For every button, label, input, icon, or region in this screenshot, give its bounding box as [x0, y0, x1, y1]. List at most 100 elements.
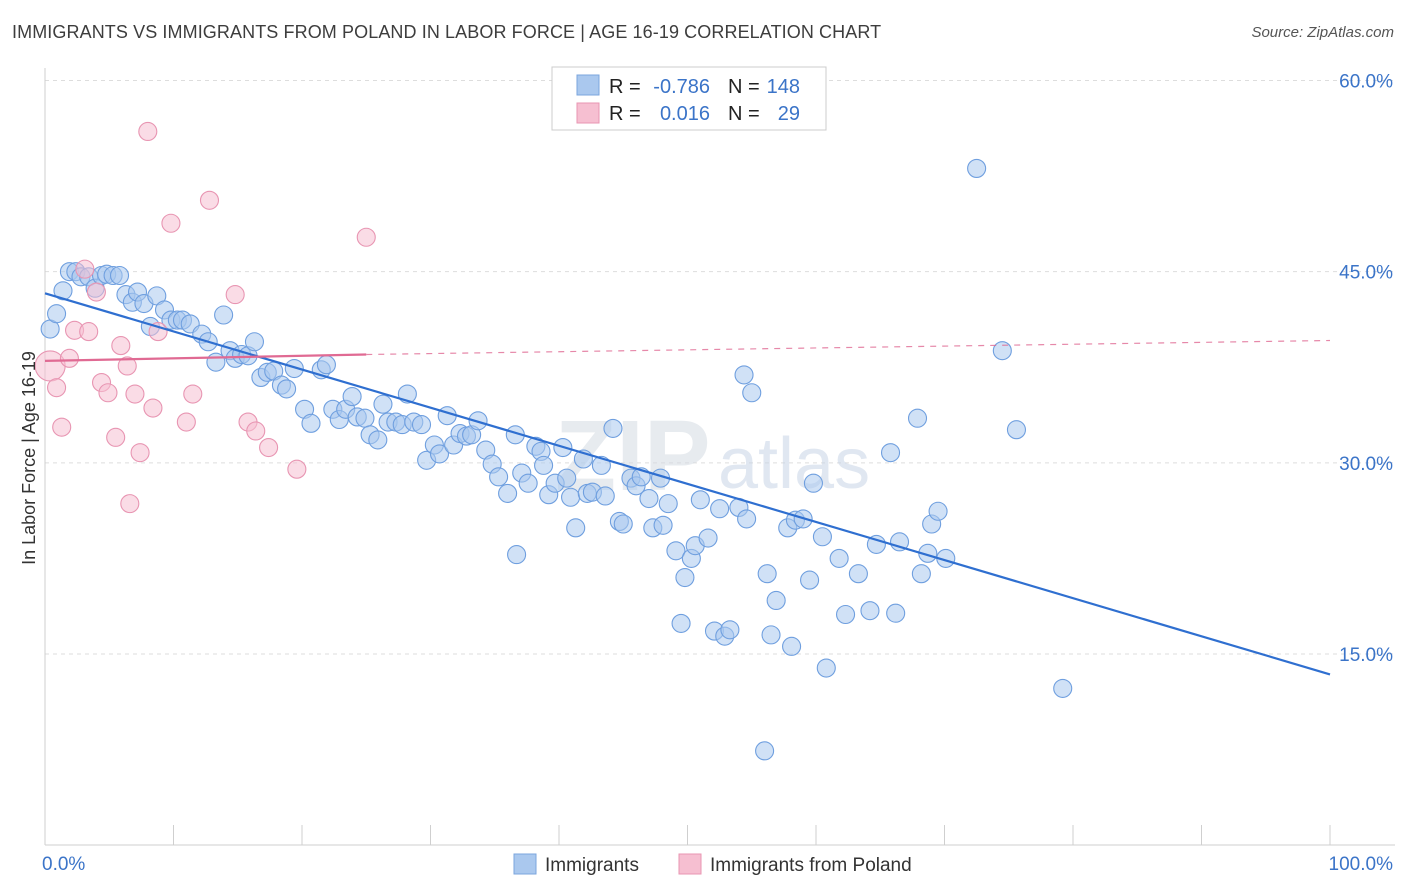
bottom-legend-label-poland: Immigrants from Poland — [710, 855, 912, 876]
poland-point — [86, 282, 106, 302]
immigrants-point — [277, 379, 297, 399]
legend-n-label-0: N = — [728, 76, 760, 98]
immigrants-point — [886, 603, 906, 623]
immigrants-point — [911, 564, 931, 584]
y-tick-label-45: 45.0% — [1339, 263, 1393, 284]
legend-swatch-poland — [576, 102, 600, 124]
bottom-legend-swatch-poland — [678, 853, 702, 875]
immigrants-point — [489, 467, 509, 487]
immigrants-point — [860, 601, 880, 621]
immigrants-point — [653, 515, 673, 535]
immigrants-point — [755, 741, 775, 761]
poland-point — [130, 443, 150, 463]
legend-n-label-1: N = — [728, 103, 760, 125]
legend-r-label-0: R = — [609, 76, 641, 98]
immigrants-point — [766, 590, 786, 611]
poland-point — [117, 356, 137, 376]
poland-point — [143, 398, 163, 418]
axis-layer — [44, 68, 1395, 846]
legend-r-value-1: 0.016 — [660, 103, 710, 125]
immigrants-point — [782, 636, 802, 656]
watermark-atlas: atlas — [718, 424, 870, 504]
poland-trend-line-extension — [366, 339, 1331, 356]
series-legend: Immigrants Immigrants from Poland — [513, 853, 912, 876]
immigrants-point — [557, 468, 577, 488]
immigrants-point — [848, 564, 868, 584]
legend-n-value-1: 29 — [778, 103, 800, 125]
poland-point — [111, 336, 131, 356]
immigrants-point — [368, 430, 388, 450]
legend-n-value-0: 148 — [767, 76, 800, 98]
immigrants-point — [803, 473, 823, 493]
immigrants-point — [498, 483, 518, 503]
immigrants-point — [639, 488, 659, 509]
poland-point — [225, 285, 245, 305]
immigrants-point — [967, 158, 987, 178]
immigrants-point — [284, 358, 304, 379]
immigrants-point — [47, 304, 67, 324]
poland-point — [52, 417, 72, 437]
poland-point — [161, 213, 181, 233]
immigrants-point — [992, 341, 1012, 361]
immigrants-point — [109, 265, 130, 286]
immigrants-point — [214, 305, 234, 325]
immigrants-point — [507, 545, 527, 565]
immigrants-point — [595, 486, 615, 506]
poland-point — [199, 190, 220, 210]
poland-point — [106, 427, 126, 447]
chart-title: IMMIGRANTS VS IMMIGRANTS FROM POLAND IN … — [12, 22, 882, 42]
points-layer — [34, 121, 1073, 761]
immigrants-point — [1053, 678, 1073, 698]
stats-legend: R = -0.786 N = 148 R = 0.016 N = 29 — [551, 66, 827, 131]
immigrants-point — [437, 406, 457, 426]
immigrants-point — [800, 570, 820, 590]
immigrants-point — [613, 514, 633, 534]
immigrants-point — [355, 408, 375, 428]
immigrants-point — [690, 490, 710, 510]
immigrants-point — [244, 332, 265, 352]
poland-point — [125, 384, 145, 404]
immigrants-point — [928, 501, 948, 521]
poland-point — [287, 459, 307, 479]
immigrants-point — [671, 613, 691, 633]
legend-swatch-immigrants — [576, 74, 600, 96]
x-tick-label-0: 0.0% — [42, 854, 85, 875]
immigrants-point — [534, 455, 554, 475]
immigrants-point — [698, 528, 718, 548]
immigrants-point — [816, 658, 836, 678]
legend-r-label-1: R = — [609, 103, 641, 125]
immigrants-point — [734, 365, 754, 385]
y-axis-title: In Labor Force | Age 16-19 — [19, 351, 39, 565]
trend-layer — [44, 292, 1331, 676]
immigrants-point — [742, 383, 762, 403]
y-tick-label-60: 60.0% — [1339, 72, 1393, 93]
y-tick-label-15: 15.0% — [1339, 645, 1393, 666]
poland-point — [59, 348, 79, 368]
legend-r-value-0: -0.786 — [653, 76, 710, 98]
grid-layer — [45, 80, 1395, 655]
poland-point — [183, 384, 203, 404]
immigrants-point — [907, 408, 928, 428]
immigrants-point — [591, 455, 611, 475]
immigrants-point — [316, 355, 336, 375]
poland-point — [79, 322, 99, 342]
immigrants-point — [761, 625, 781, 645]
immigrants-point — [561, 487, 581, 507]
tick-labels: 15.0% 30.0% 45.0% 60.0% 0.0% 100.0% — [42, 72, 1393, 876]
immigrants-point — [812, 527, 832, 547]
immigrants-point — [566, 518, 586, 538]
bottom-legend-swatch-immigrants — [513, 853, 537, 875]
immigrants-point — [301, 413, 321, 433]
x-tick-label-100: 100.0% — [1329, 854, 1394, 875]
immigrants-point — [836, 604, 856, 625]
chart-source: Source: ZipAtlas.com — [1251, 24, 1394, 41]
immigrants-point — [666, 541, 686, 561]
immigrants-point — [737, 509, 757, 529]
poland-point — [176, 412, 196, 432]
bottom-legend-label-immigrants: Immigrants — [545, 855, 639, 876]
immigrants-point — [880, 443, 901, 463]
immigrants-point — [603, 418, 623, 438]
immigrants-point — [518, 473, 538, 493]
y-tick-label-30: 30.0% — [1339, 454, 1393, 475]
